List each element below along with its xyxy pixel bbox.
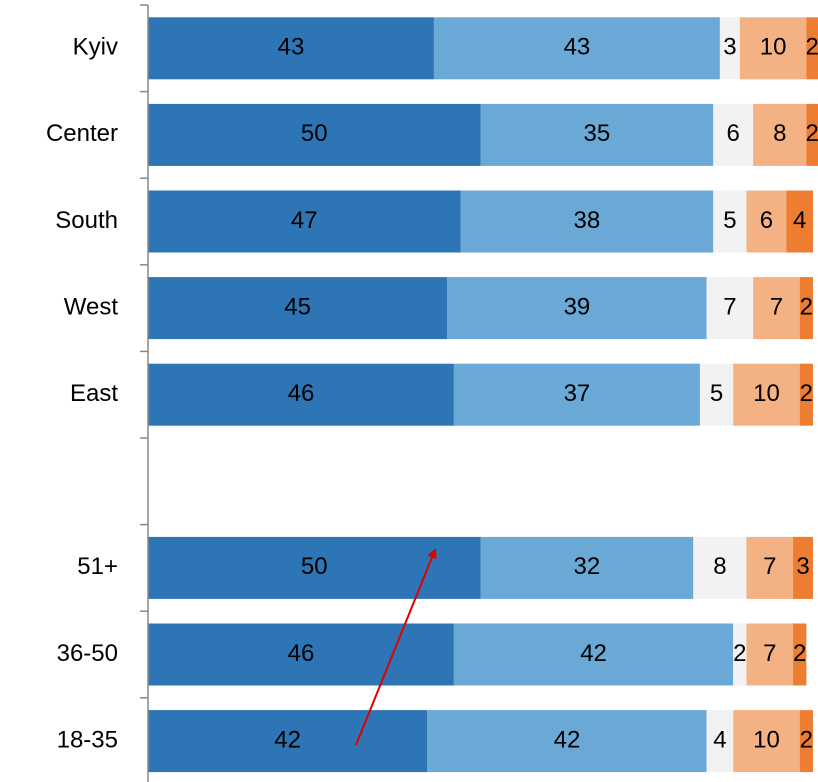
category-label: Center <box>46 120 118 147</box>
value-label: 43 <box>564 34 591 61</box>
value-label: 47 <box>291 207 318 234</box>
bar-segment <box>148 536 481 599</box>
bar-segment <box>148 363 454 426</box>
bar-segment <box>799 710 813 773</box>
value-label: 50 <box>301 120 328 147</box>
category-label: South <box>55 207 118 234</box>
bar-segment <box>148 103 481 166</box>
value-label: 32 <box>574 553 601 580</box>
bar-segment <box>460 190 714 253</box>
bar-segment <box>148 17 434 80</box>
value-label: 42 <box>274 726 301 753</box>
value-label: 6 <box>727 120 740 147</box>
value-label: 46 <box>288 380 315 407</box>
value-label: 5 <box>710 380 723 407</box>
bar-segment <box>453 623 734 686</box>
bar-segment <box>733 363 800 426</box>
bar-segment <box>148 710 428 773</box>
bar-segment <box>713 190 747 253</box>
value-label: 42 <box>554 726 581 753</box>
value-label: 2 <box>800 293 813 320</box>
value-label: 2 <box>800 380 813 407</box>
category-label: West <box>64 293 119 320</box>
value-label: 42 <box>580 640 607 667</box>
value-label: 10 <box>753 380 780 407</box>
value-label: 46 <box>288 640 315 667</box>
bar-segment <box>786 190 813 253</box>
bar-segment <box>746 190 787 253</box>
value-label: 2 <box>793 640 806 667</box>
bar-segment <box>799 277 813 340</box>
value-label: 7 <box>770 293 783 320</box>
value-label: 2 <box>805 34 818 61</box>
category-label: East <box>70 380 118 407</box>
bar-segment <box>799 363 813 426</box>
value-label: 3 <box>723 34 736 61</box>
bar-segment <box>746 536 794 599</box>
bar-segment <box>693 536 747 599</box>
bar-segment <box>148 190 461 253</box>
bar-segment <box>733 623 747 686</box>
bar-segment <box>793 536 813 599</box>
bar-segment <box>733 710 800 773</box>
value-label: 45 <box>284 293 311 320</box>
value-label: 2 <box>800 726 813 753</box>
category-label: 36-50 <box>57 640 118 667</box>
bar-segment <box>453 363 700 426</box>
value-label: 50 <box>301 553 328 580</box>
value-label: 38 <box>574 207 601 234</box>
value-label: 8 <box>713 553 726 580</box>
bar-segment <box>706 710 734 773</box>
bar-segment <box>793 623 807 686</box>
bar-segment <box>753 277 800 340</box>
value-label: 6 <box>760 207 773 234</box>
annotation-arrow <box>355 548 437 746</box>
value-label: 7 <box>763 553 776 580</box>
bar-segment <box>706 277 754 340</box>
category-label: Kyiv <box>73 34 118 61</box>
bar-segment <box>480 536 694 599</box>
category-label: 18-35 <box>57 726 118 753</box>
value-label: 5 <box>723 207 736 234</box>
bar-segment <box>447 277 707 340</box>
bar-segment <box>148 277 448 340</box>
value-label: 37 <box>564 380 591 407</box>
value-label: 2 <box>805 120 818 147</box>
value-label: 43 <box>278 34 305 61</box>
bar-segment <box>699 363 734 426</box>
value-label: 4 <box>793 207 806 234</box>
bar-segment <box>480 103 714 166</box>
value-label: 7 <box>723 293 736 320</box>
value-label: 8 <box>773 120 786 147</box>
value-label: 10 <box>760 34 787 61</box>
bar-segment <box>433 17 720 80</box>
bar-segment <box>148 623 454 686</box>
bar-segment <box>746 623 794 686</box>
value-label: 39 <box>564 293 591 320</box>
bar-segment <box>806 103 818 166</box>
bar-segment <box>713 103 754 166</box>
value-label: 10 <box>753 726 780 753</box>
value-label: 3 <box>796 553 809 580</box>
value-label: 4 <box>713 726 726 753</box>
bar-segment <box>719 17 740 80</box>
value-label: 2 <box>733 640 746 667</box>
value-label: 35 <box>584 120 611 147</box>
bar-segment <box>753 103 807 166</box>
category-label: 51+ <box>77 553 118 580</box>
bar-segment <box>806 17 818 80</box>
value-label: 7 <box>763 640 776 667</box>
bar-segment <box>427 710 707 773</box>
bar-segment <box>739 17 807 80</box>
